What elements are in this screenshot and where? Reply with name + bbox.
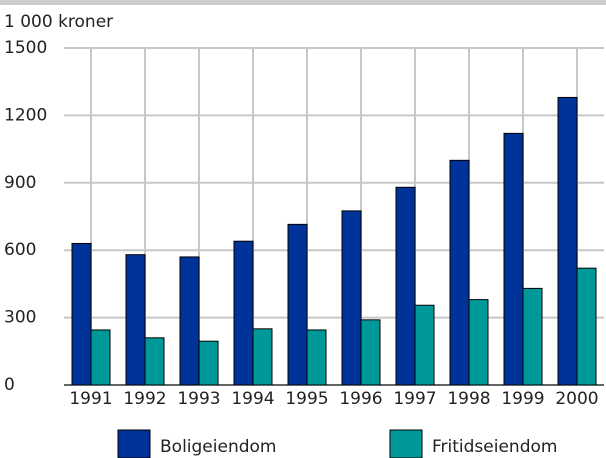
bar [287, 223, 308, 386]
x-tick-label: 1991 [69, 389, 112, 409]
legend-label: Fritidseiendom [432, 437, 557, 457]
bar [90, 329, 111, 386]
x-tick-label: 1996 [339, 389, 382, 409]
legend-label: Boligeiendom [160, 437, 276, 457]
bar [179, 256, 200, 386]
x-tick-label: 1998 [447, 389, 490, 409]
bar [233, 240, 254, 386]
bar [341, 210, 362, 386]
legend-swatch [117, 429, 151, 458]
bar [71, 242, 92, 386]
top-bar [0, 0, 606, 5]
bar [144, 337, 165, 386]
bar [125, 254, 146, 386]
x-tick-label: 2000 [555, 389, 598, 409]
bar [576, 267, 597, 386]
y-tick-label: 600 [4, 240, 36, 260]
bar [414, 304, 435, 386]
y-tick-label: 1500 [4, 38, 47, 58]
x-tick-label: 1994 [231, 389, 274, 409]
x-tick-label: 1999 [501, 389, 544, 409]
x-tick-label: 1992 [123, 389, 166, 409]
y-tick-label: 300 [4, 308, 36, 328]
x-tick-label: 1995 [285, 389, 328, 409]
bar [468, 299, 489, 386]
x-tick-label: 1997 [393, 389, 436, 409]
y-tick-label: 1200 [4, 105, 47, 125]
bar [198, 340, 219, 386]
bar [449, 159, 470, 386]
bar [252, 328, 273, 386]
bar [360, 319, 381, 386]
bar [557, 96, 578, 386]
legend-swatch [389, 429, 423, 458]
y-tick-label: 900 [4, 173, 36, 193]
bar [306, 329, 327, 386]
y-tick-label: 0 [4, 375, 15, 395]
bar [503, 132, 524, 386]
bar [522, 287, 543, 386]
x-tick-label: 1993 [177, 389, 220, 409]
bar [395, 186, 416, 386]
y-axis-label: 1 000 kroner [4, 12, 113, 32]
